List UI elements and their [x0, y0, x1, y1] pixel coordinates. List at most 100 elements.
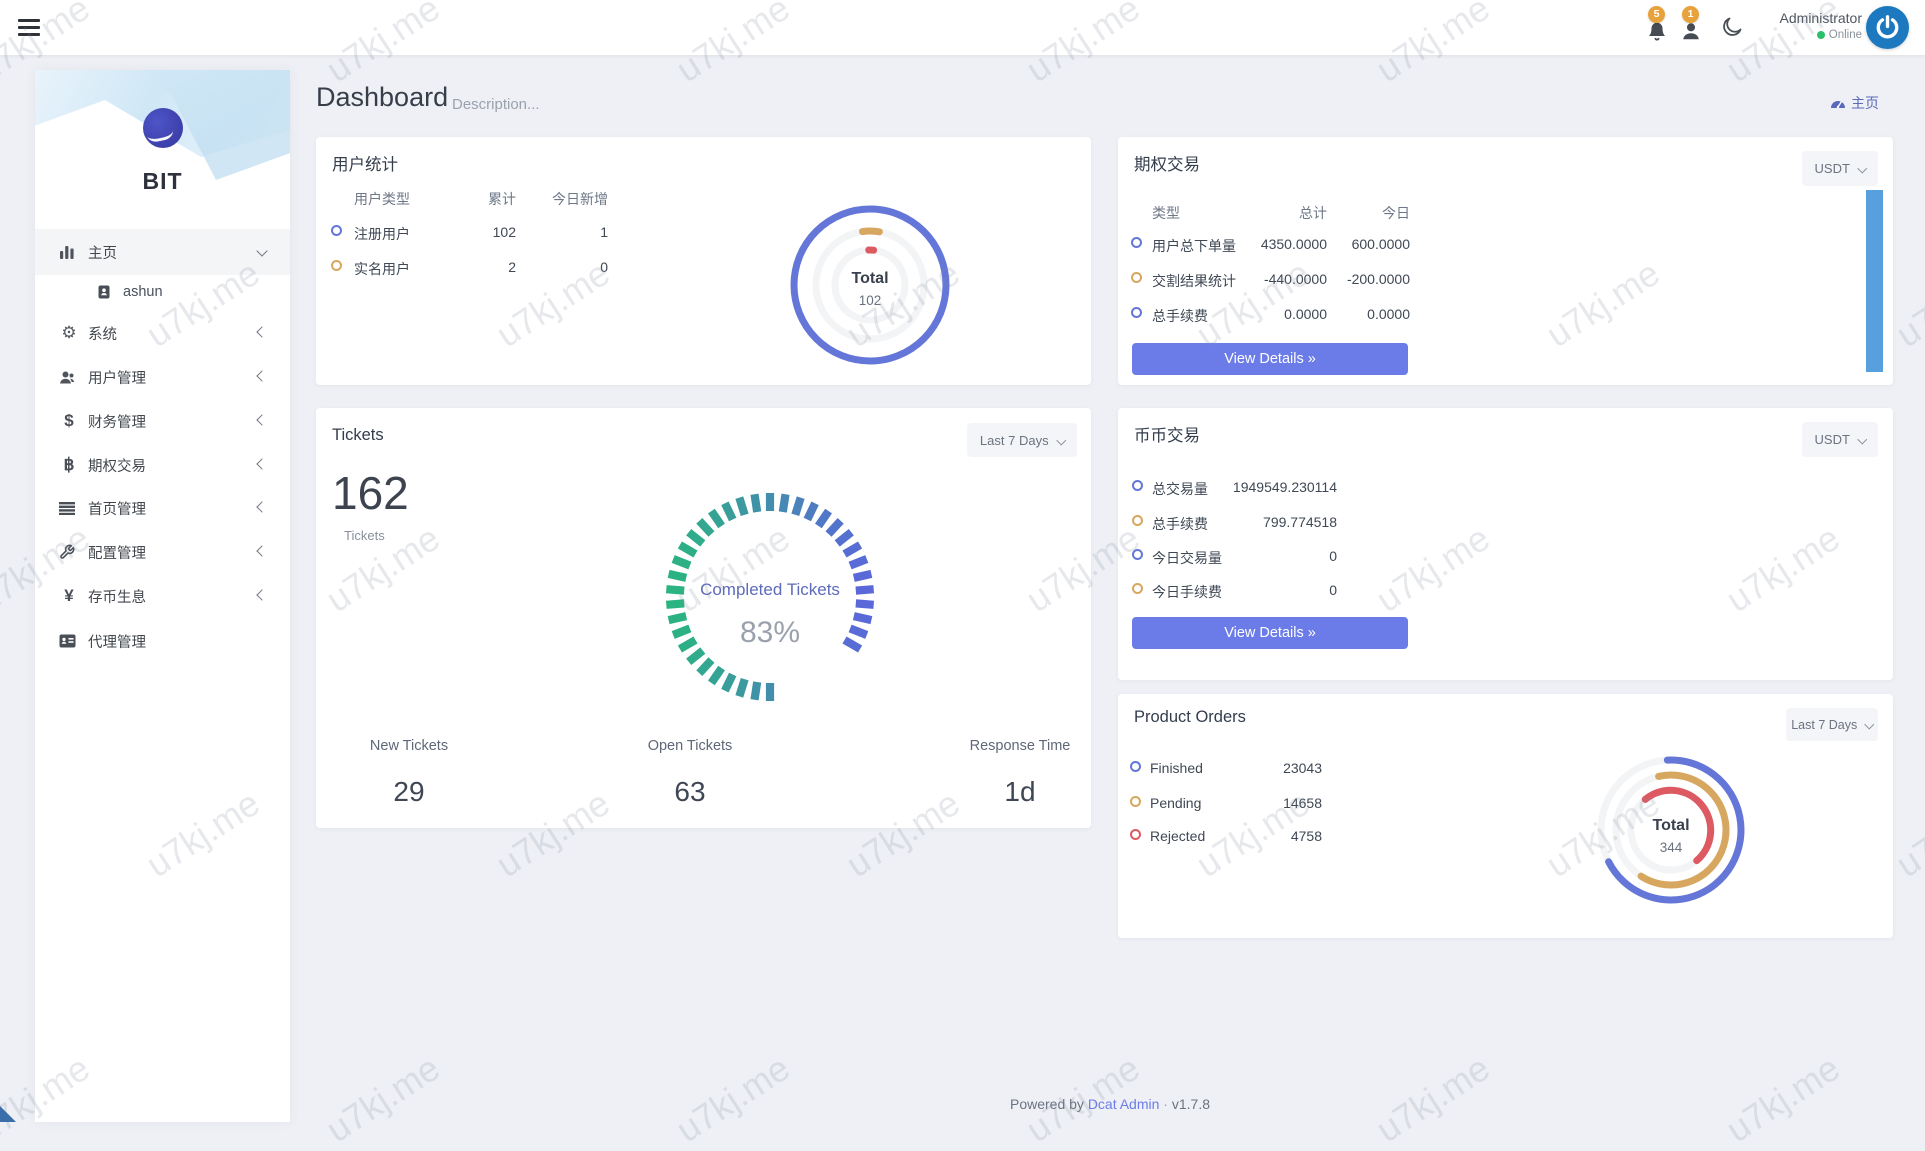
- sidebar-item-label: 主页: [88, 245, 117, 262]
- row-label: Finished: [1150, 760, 1203, 776]
- completed-tickets-gauge-chart: [655, 482, 885, 712]
- series-marker-icon: [1130, 796, 1141, 807]
- row-value: 0: [1329, 548, 1337, 564]
- dollar-icon: $: [64, 411, 74, 430]
- corner-decoration: [0, 1106, 16, 1122]
- tickets-card: Tickets Last 7 Days 162 Tickets Complete…: [316, 408, 1091, 828]
- list-icon: [59, 501, 79, 515]
- series-marker-icon: [1131, 272, 1142, 283]
- dcat-admin-link[interactable]: Dcat Admin: [1087, 1096, 1160, 1112]
- series-marker-icon: [1130, 829, 1141, 840]
- row-label: 总手续费: [1152, 308, 1208, 324]
- user-menu[interactable]: Administrator Online: [1752, 10, 1862, 41]
- row-total: -440.0000: [1263, 271, 1327, 287]
- row-total: 102: [492, 224, 516, 240]
- row-today: -200.0000: [1346, 271, 1410, 287]
- sidebar-item-finance-management[interactable]: $ 财务管理: [35, 401, 290, 441]
- avatar[interactable]: [1866, 6, 1909, 49]
- sidebar-item-agent-management[interactable]: 代理管理: [35, 621, 290, 661]
- notifications-badge: 5: [1648, 6, 1665, 23]
- gauge-icon: [1830, 97, 1846, 109]
- view-details-button[interactable]: View Details »: [1132, 617, 1408, 649]
- view-details-button[interactable]: View Details »: [1132, 343, 1408, 375]
- messages-user[interactable]: 1: [1678, 6, 1708, 43]
- row-value: 799.774518: [1263, 514, 1337, 530]
- coin-trade-card: 币币交易 USDT 总交易量 1949549.230114 总手续费 799.7…: [1118, 408, 1893, 680]
- column-header: 类型: [1152, 205, 1180, 221]
- chevron-left-icon: [256, 458, 268, 470]
- currency-select[interactable]: USDT: [1802, 422, 1878, 457]
- dark-mode-toggle[interactable]: [1720, 15, 1750, 45]
- sidebar-item-home[interactable]: 主页: [35, 229, 290, 275]
- bar-chart-icon: [59, 245, 79, 260]
- card-title: 币币交易: [1134, 427, 1200, 445]
- sidebar-item-homepage-management[interactable]: 首页管理: [35, 488, 290, 528]
- series-marker-icon: [1132, 549, 1143, 560]
- footer-separator: ·: [1163, 1096, 1168, 1112]
- row-total: 4350.0000: [1260, 236, 1327, 252]
- chevron-down-icon: [1857, 434, 1867, 445]
- notifications-bell[interactable]: 5: [1644, 6, 1674, 43]
- wrench-icon: [59, 544, 79, 560]
- sidebar-item-options-trading[interactable]: ฿ 期权交易: [35, 445, 290, 485]
- currency-value: USDT: [1814, 161, 1850, 176]
- date-range-select[interactable]: Last 7 Days: [1786, 708, 1878, 741]
- users-icon: [59, 370, 79, 385]
- column-header: 用户类型: [354, 191, 410, 207]
- row-total: 0.0000: [1284, 306, 1327, 322]
- tickets-count: 162: [332, 467, 409, 519]
- watermark-text: u7kj.me: [1888, 782, 1925, 886]
- contact-card-icon: [97, 285, 117, 299]
- currency-select[interactable]: USDT: [1802, 151, 1878, 186]
- hamburger-menu-icon[interactable]: [18, 19, 40, 36]
- sidebar-item-label: 代理管理: [88, 634, 146, 651]
- chevron-left-icon: [256, 589, 268, 601]
- breadcrumb[interactable]: 主页: [1830, 93, 1879, 113]
- series-marker-icon: [1132, 515, 1143, 526]
- row-label: 今日手续费: [1152, 584, 1222, 600]
- sidebar-item-ashun[interactable]: ashun: [35, 272, 290, 312]
- date-range-select[interactable]: Last 7 Days: [967, 423, 1077, 457]
- sidebar-item-system[interactable]: ⚙ 系统: [35, 313, 290, 353]
- row-value: 0: [1329, 582, 1337, 598]
- chevron-down-icon: [1857, 163, 1867, 174]
- row-label: 交割结果统计: [1152, 273, 1236, 289]
- breadcrumb-label: 主页: [1851, 95, 1879, 111]
- series-marker-icon: [331, 225, 342, 236]
- top-navbar: 5 1 Administrator Online: [0, 0, 1925, 55]
- column-header: 累计: [488, 191, 516, 207]
- footer-version: v1.7.8: [1171, 1096, 1210, 1112]
- footer-text: Powered by: [1009, 1096, 1084, 1112]
- card-title: 用户统计: [332, 156, 398, 174]
- row-label: 用户总下单量: [1152, 238, 1236, 254]
- yen-icon: ¥: [64, 586, 74, 605]
- row-value: 4758: [1290, 828, 1322, 844]
- sidebar-item-user-management[interactable]: 用户管理: [35, 357, 290, 397]
- power-logo-icon: [1874, 14, 1901, 41]
- sidebar-item-config-management[interactable]: 配置管理: [35, 532, 290, 572]
- online-dot-icon: [1816, 30, 1825, 39]
- chevron-left-icon: [256, 326, 268, 338]
- gauge-percent: 83%: [739, 616, 801, 649]
- sidebar-item-label: 配置管理: [88, 545, 146, 562]
- brand-logo-icon[interactable]: [143, 108, 183, 148]
- product-orders-donut-chart: [1586, 745, 1756, 915]
- range-value: Last 7 Days: [979, 432, 1049, 448]
- moon-icon: [1720, 15, 1750, 39]
- row-today: 0.0000: [1367, 306, 1410, 322]
- row-today: 0: [600, 259, 608, 275]
- row-label: 注册用户: [354, 226, 410, 242]
- chevron-down-icon: [1864, 719, 1875, 730]
- sidebar: BIT 主页 ashun ⚙ 系统 用户管理 $ 财务管理 ฿ 期权交易: [35, 70, 290, 1122]
- card-title: Product Orders: [1134, 708, 1246, 726]
- brand-name[interactable]: BIT: [142, 168, 183, 194]
- user-name: Administrator: [1779, 10, 1862, 26]
- tickets-count-label: Tickets: [344, 528, 385, 543]
- series-marker-icon: [331, 260, 342, 271]
- sidebar-item-label: 用户管理: [88, 370, 146, 387]
- row-total: 2: [508, 259, 516, 275]
- column-header: 今日新增: [552, 191, 608, 207]
- user-icon: [1678, 19, 1708, 43]
- sidebar-item-deposit-interest[interactable]: ¥ 存币生息: [35, 576, 290, 616]
- row-label: 总手续费: [1152, 516, 1208, 532]
